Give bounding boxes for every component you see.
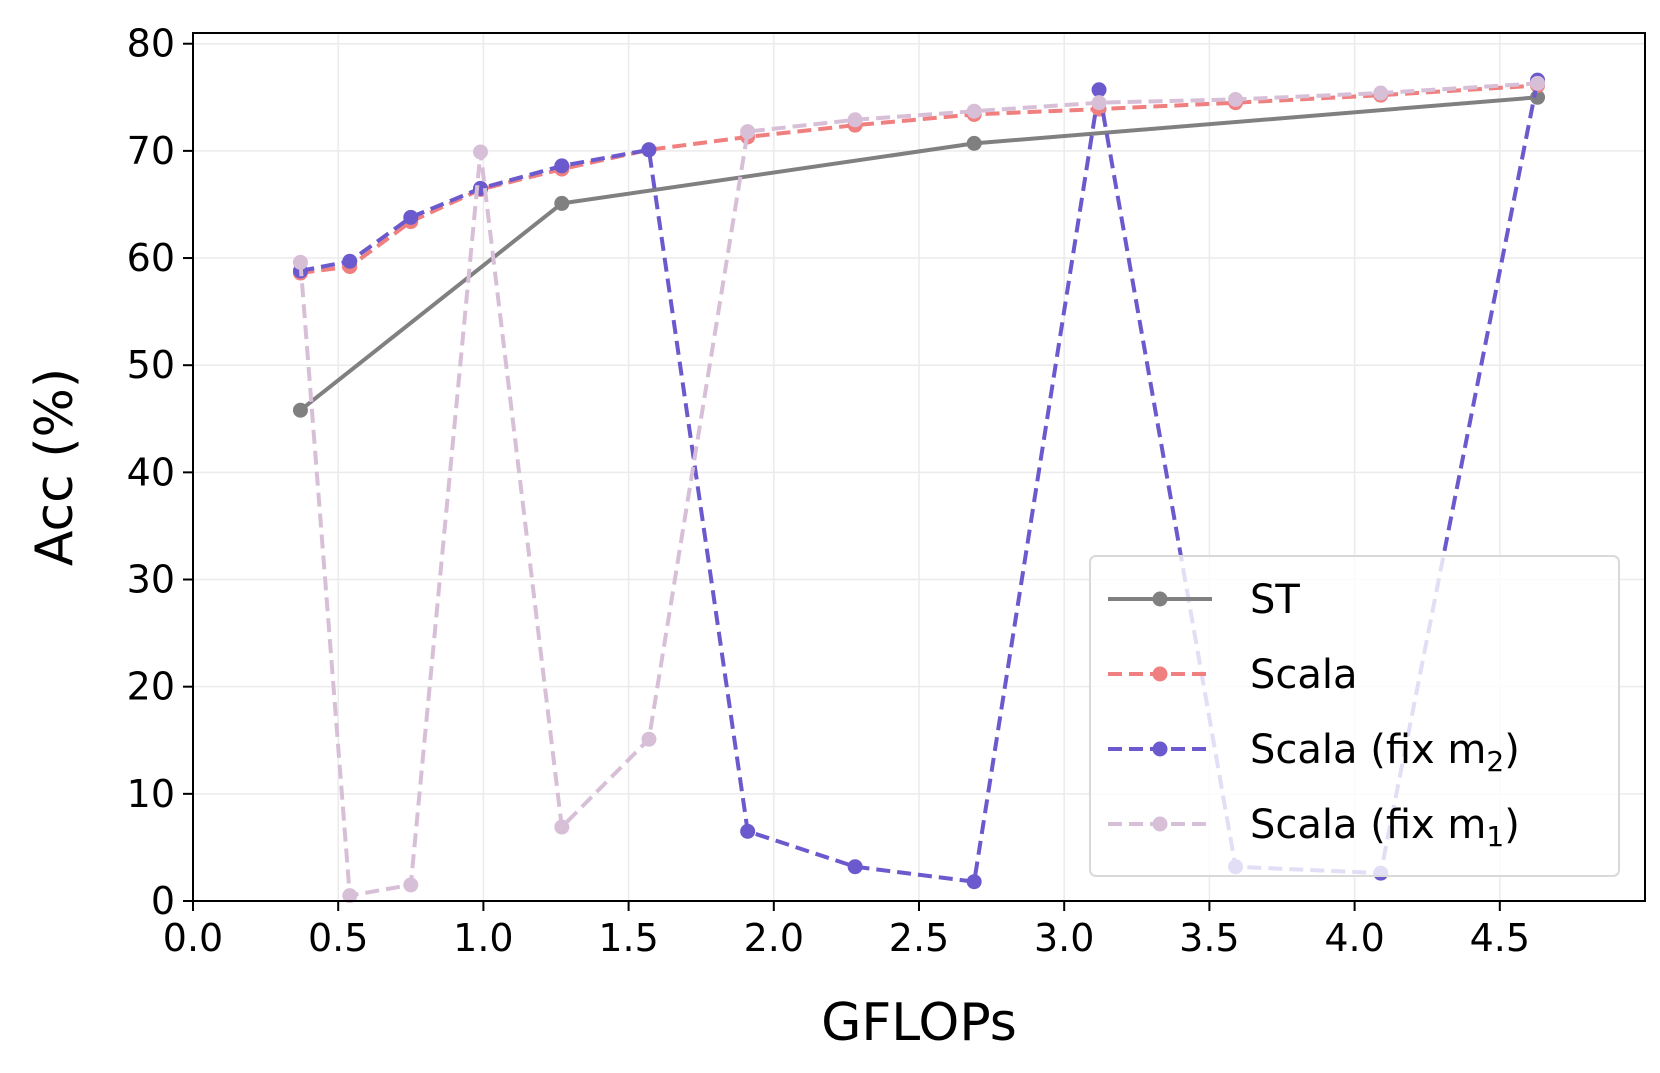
data-point — [641, 142, 657, 158]
series-st — [292, 89, 1546, 418]
data-point — [403, 877, 419, 893]
x-tick-label: 1.0 — [453, 916, 513, 960]
data-point — [1373, 85, 1389, 101]
x-tick-label: 0.0 — [163, 916, 223, 960]
x-tick-label: 3.5 — [1179, 916, 1239, 960]
y-axis: 0 10 20 30 40 50 60 70 80 — [127, 22, 193, 923]
data-point — [740, 823, 756, 839]
y-tick-label: 30 — [127, 558, 175, 602]
y-tick-label: 20 — [127, 665, 175, 709]
legend-label-st: ST — [1250, 577, 1300, 623]
y-tick-label: 50 — [127, 343, 175, 387]
y-tick-label: 70 — [127, 129, 175, 173]
x-tick-label: 2.5 — [889, 916, 949, 960]
data-point — [847, 859, 863, 875]
x-tick-label: 2.0 — [744, 916, 804, 960]
x-tick-label: 3.0 — [1034, 916, 1094, 960]
data-point — [403, 209, 419, 225]
x-tick-label: 1.5 — [598, 916, 658, 960]
data-point — [554, 195, 570, 211]
legend-label-end: ) — [1504, 727, 1520, 773]
data-point — [740, 124, 756, 140]
data-point — [342, 888, 358, 904]
y-axis-label: Acc (%) — [25, 368, 85, 566]
data-point — [1091, 95, 1107, 111]
legend-marker-st — [1152, 591, 1168, 607]
data-point — [554, 819, 570, 835]
data-point — [342, 253, 358, 269]
legend-label-end: ) — [1504, 802, 1520, 848]
legend-label-main: Scala (fix m — [1250, 802, 1486, 848]
y-tick-label: 60 — [127, 236, 175, 280]
data-point — [554, 158, 570, 174]
legend-marker-scala-fix-m1 — [1152, 816, 1168, 832]
series-line-st — [299, 95, 1538, 412]
series-scala-fix-m1 — [292, 75, 1546, 904]
legend-marker-scala — [1152, 666, 1168, 682]
data-point — [641, 731, 657, 747]
y-tick-label: 80 — [127, 22, 175, 66]
data-point — [1530, 75, 1546, 91]
y-tick-label: 40 — [127, 450, 175, 494]
legend-label-scala-fix-m2: Scala (fix m2) — [1250, 727, 1520, 778]
data-point — [966, 135, 982, 151]
x-tick-label: 4.5 — [1470, 916, 1530, 960]
data-point — [1091, 82, 1107, 98]
legend-label-main: Scala (fix m — [1250, 727, 1486, 773]
legend-label-subscript: 2 — [1486, 745, 1504, 778]
data-point — [472, 144, 488, 160]
x-tick-label: 0.5 — [308, 916, 368, 960]
data-point — [847, 112, 863, 128]
x-tick-label: 4.0 — [1324, 916, 1384, 960]
data-point — [966, 874, 982, 890]
legend-box — [1089, 555, 1620, 877]
data-point — [966, 103, 982, 119]
data-point — [292, 402, 308, 418]
legend-label-subscript: 1 — [1486, 820, 1504, 853]
y-tick-label: 10 — [127, 772, 175, 816]
data-point — [1228, 91, 1244, 107]
y-tick-label: 0 — [151, 879, 175, 923]
x-axis-label: GFLOPs — [821, 993, 1017, 1053]
x-axis: 0.0 0.5 1.0 1.5 2.0 2.5 3.0 3.5 4.0 4.5 — [163, 901, 1530, 960]
legend-marker-scala-fix-m2 — [1152, 741, 1168, 757]
legend-label-scala-fix-m1: Scala (fix m1) — [1250, 802, 1520, 853]
legend-label-scala: Scala — [1250, 652, 1358, 698]
data-point — [292, 254, 308, 270]
